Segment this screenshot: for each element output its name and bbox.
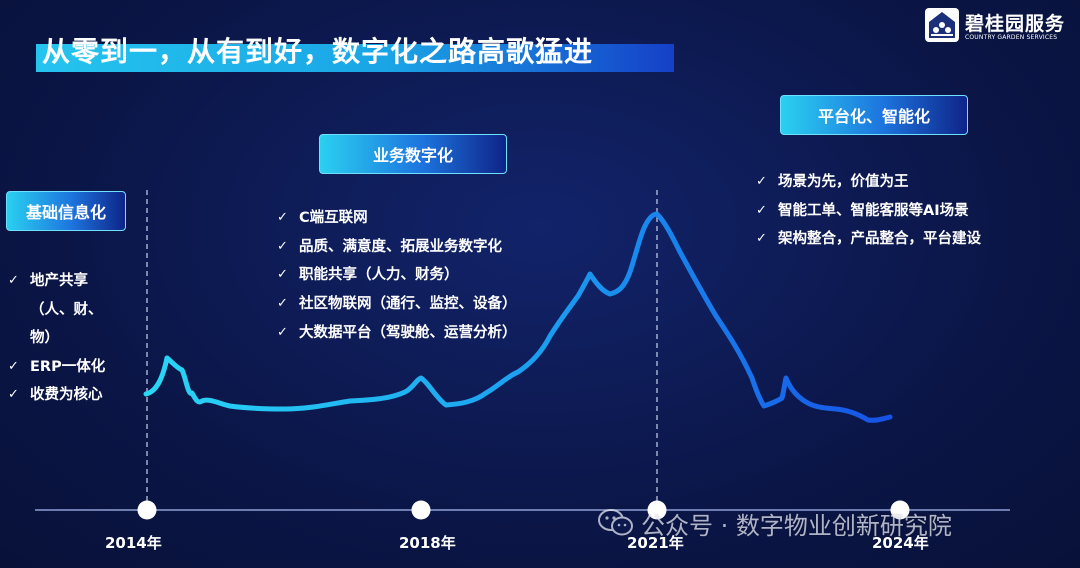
list-item-text: 职能共享（人力、财务） [299, 267, 459, 284]
list-item: ✓ 社区物联网（通行、监控、设备） [277, 290, 517, 319]
list-item-text: C端互联网 [299, 210, 368, 226]
year-label-2014: 2014年 [105, 534, 162, 552]
year-label-2018: 2018年 [399, 534, 456, 552]
list-item-continuation: （人、财、 [30, 301, 103, 318]
list-item-text: 场景为先，价值为王 [778, 174, 909, 190]
logo-subtitle: COUNTRY GARDEN SERVICES [965, 34, 1058, 41]
list-item: ✓ C端互联网 [277, 204, 517, 233]
watermark-text: 公众号 · 数字物业创新研究院 [641, 511, 952, 540]
list-item-text: 地产共享 [30, 273, 88, 289]
list-item: ✓ 大数据平台（驾驶舱、运营分析） [277, 319, 517, 348]
check-icon: ✓ [8, 387, 19, 402]
list-item-text: 品质、满意度、拓展业务数字化 [299, 238, 502, 255]
list-item: ✓ 职能共享（人力、财务） [277, 261, 517, 290]
list-item-text: 社区物联网（通行、监控、设备） [299, 296, 517, 313]
list-item-text: 收费为核心 [30, 387, 103, 403]
page-title: 从零到一，从有到好，数字化之路高歌猛进 [42, 35, 594, 68]
growth-curve-line [143, 211, 893, 423]
list-item: ✓ ERP一体化 [8, 353, 105, 382]
list-item: ✓ 智能工单、智能客服等AI场景 [756, 197, 981, 226]
logo-name: 碧桂园服务 [965, 13, 1066, 35]
brand-logo: 碧桂园服务 COUNTRY GARDEN SERVICES [925, 8, 1070, 44]
year-label-2024: 2024年 [872, 534, 929, 552]
wechat-watermark: 公众号 · 数字物业创新研究院 [597, 507, 952, 540]
timeline-node-2024 [890, 500, 910, 520]
check-icon: ✓ [8, 273, 19, 288]
list-item-text: 智能工单、智能客服等AI场景 [778, 202, 969, 219]
logo-house-icon [925, 8, 959, 42]
list-item-text: 架构整合，产品整合，平台建设 [778, 231, 981, 248]
year-label-2021: 2021年 [627, 534, 684, 552]
timeline-node-2018 [411, 500, 431, 520]
check-icon: ✓ [277, 238, 288, 254]
list-item-text: 大数据平台（驾驶舱、运营分析） [299, 324, 517, 341]
check-icon: ✓ [277, 267, 288, 283]
list-item: ✓ 收费为核心 [8, 381, 105, 410]
check-icon: ✓ [756, 174, 767, 189]
title-highlight-bar [36, 44, 674, 72]
stage-3-list: ✓ 场景为先，价值为王 ✓ 智能工单、智能客服等AI场景 ✓ 架构整合，产品整合，平台… [756, 168, 981, 254]
check-icon: ✓ [277, 296, 288, 312]
list-item: ✓ 场景为先，价值为王 [756, 168, 981, 197]
list-item-continuation: 物） [30, 330, 59, 346]
check-icon: ✓ [756, 231, 767, 247]
stage-2-list: ✓ C端互联网 ✓ 品质、满意度、拓展业务数字化 ✓ 职能共享（人力、财务） ✓ 社区物… [277, 204, 517, 348]
timeline-node-2014 [137, 500, 157, 520]
list-item: ✓ 品质、满意度、拓展业务数字化 [277, 233, 517, 262]
wechat-icon [597, 508, 635, 538]
check-icon: ✓ [277, 324, 288, 340]
stage-label-business-digitalization: 业务数字化 [319, 134, 507, 174]
check-icon: ✓ [8, 358, 19, 374]
list-item-text: ERP一体化 [30, 358, 106, 375]
list-item: ✓ 地产共享 [8, 267, 105, 296]
timeline-node-2021 [647, 500, 667, 520]
check-icon: ✓ [277, 210, 288, 225]
stage-label-platform-intelligence: 平台化、智能化 [780, 95, 968, 135]
stage-1-list: ✓ 地产共享 （人、财、 物） ✓ ERP一体化 ✓ 收费为核心 [8, 267, 105, 410]
check-icon: ✓ [756, 202, 767, 218]
list-item: ✓ 架构整合，产品整合，平台建设 [756, 225, 981, 254]
stage-label-basic-informatization: 基础信息化 [6, 191, 126, 231]
